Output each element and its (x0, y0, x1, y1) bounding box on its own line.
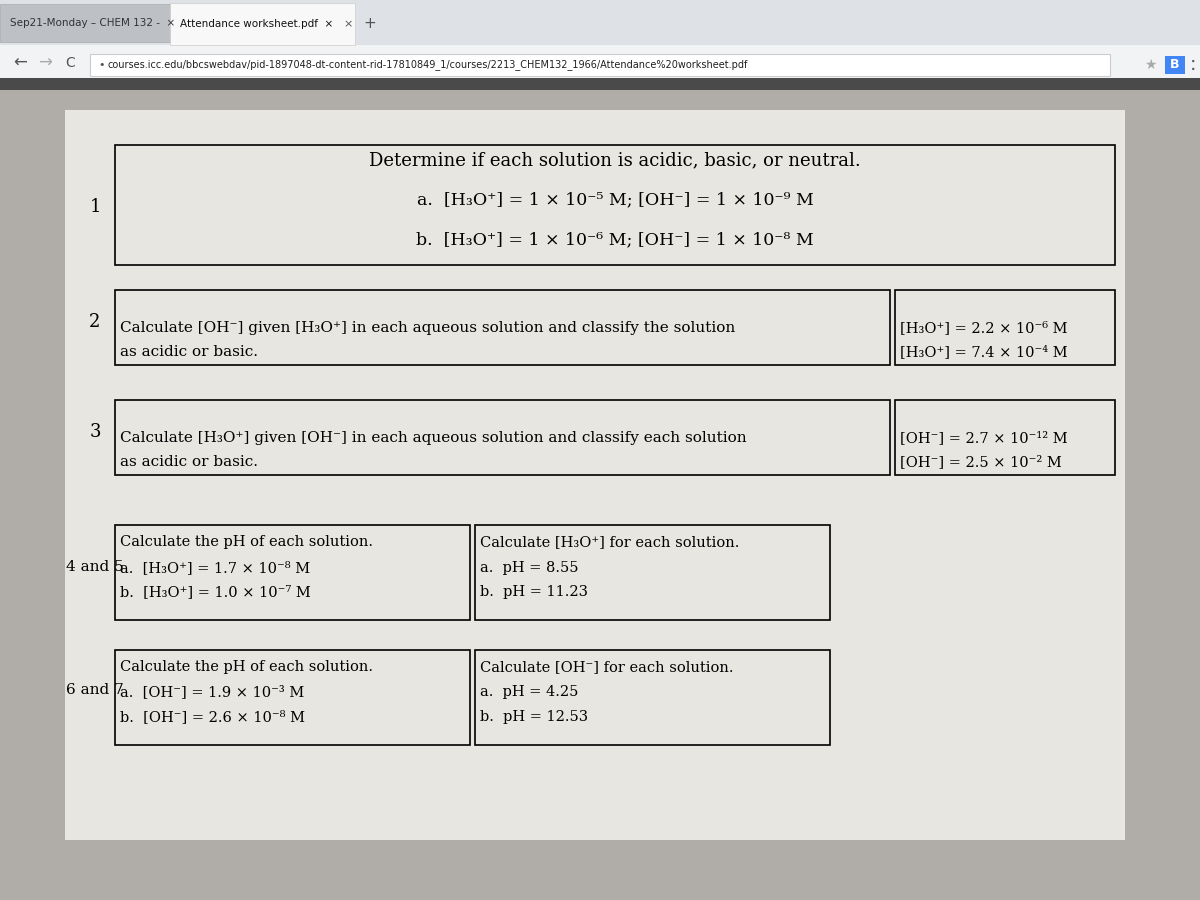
Text: Calculate [H₃O⁺] for each solution.: Calculate [H₃O⁺] for each solution. (480, 535, 739, 549)
Text: 6 and 7: 6 and 7 (66, 683, 124, 697)
Text: 1: 1 (89, 198, 101, 216)
Text: b.  pH = 11.23: b. pH = 11.23 (480, 585, 588, 599)
Bar (0, 4, 170, 42)
Text: 4 and 5: 4 and 5 (66, 560, 124, 574)
Text: as acidic or basic.: as acidic or basic. (120, 455, 258, 469)
Bar (0, 0, 1200, 45)
Text: →: → (38, 54, 52, 72)
Bar (115, 400, 890, 475)
Text: a.  [H₃O⁺] = 1 × 10⁻⁵ M; [OH⁻] = 1 × 10⁻⁹ M: a. [H₃O⁺] = 1 × 10⁻⁵ M; [OH⁻] = 1 × 10⁻⁹… (416, 192, 814, 209)
Text: ×: × (343, 19, 353, 29)
Bar (115, 650, 470, 745)
Text: b.  [H₃O⁺] = 1 × 10⁻⁶ M; [OH⁻] = 1 × 10⁻⁸ M: b. [H₃O⁺] = 1 × 10⁻⁶ M; [OH⁻] = 1 × 10⁻⁸… (416, 231, 814, 248)
Text: B: B (1170, 58, 1180, 71)
Bar (895, 400, 1115, 475)
Text: [OH⁻] = 2.5 × 10⁻² M: [OH⁻] = 2.5 × 10⁻² M (900, 455, 1062, 469)
Text: Calculate the pH of each solution.: Calculate the pH of each solution. (120, 535, 373, 549)
Text: as acidic or basic.: as acidic or basic. (120, 345, 258, 359)
Bar (115, 145, 1115, 265)
Bar (65, 110, 1126, 840)
Text: ★: ★ (1144, 58, 1157, 72)
Text: ←: ← (13, 54, 26, 72)
Text: 3: 3 (89, 423, 101, 441)
Bar (475, 525, 830, 620)
Text: •: • (98, 60, 104, 70)
Bar (0, 0, 1200, 50)
Bar (475, 650, 830, 745)
Text: Determine if each solution is acidic, basic, or neutral.: Determine if each solution is acidic, ba… (370, 151, 860, 169)
Text: Calculate the pH of each solution.: Calculate the pH of each solution. (120, 660, 373, 674)
Text: b.  [H₃O⁺] = 1.0 × 10⁻⁷ M: b. [H₃O⁺] = 1.0 × 10⁻⁷ M (120, 585, 311, 599)
Text: courses.icc.edu/bbcswebdav/pid-1897048-dt-content-rid-17810849_1/courses/2213_CH: courses.icc.edu/bbcswebdav/pid-1897048-d… (108, 59, 749, 70)
Bar (0, 45, 1200, 80)
Text: a.  [H₃O⁺] = 1.7 × 10⁻⁸ M: a. [H₃O⁺] = 1.7 × 10⁻⁸ M (120, 561, 310, 575)
Text: [H₃O⁺] = 2.2 × 10⁻⁶ M: [H₃O⁺] = 2.2 × 10⁻⁶ M (900, 321, 1068, 335)
Text: Calculate [H₃O⁺] given [OH⁻] in each aqueous solution and classify each solution: Calculate [H₃O⁺] given [OH⁻] in each aqu… (120, 431, 746, 445)
Text: C: C (65, 56, 74, 70)
Text: +: + (364, 16, 377, 32)
Text: 2: 2 (89, 313, 101, 331)
Bar (0, 78, 1200, 90)
Text: a.  pH = 8.55: a. pH = 8.55 (480, 561, 578, 575)
Text: Calculate [OH⁻] for each solution.: Calculate [OH⁻] for each solution. (480, 660, 733, 674)
Bar (1165, 56, 1186, 74)
Text: Calculate [OH⁻] given [H₃O⁺] in each aqueous solution and classify the solution: Calculate [OH⁻] given [H₃O⁺] in each aqu… (120, 321, 736, 335)
Text: Attendance worksheet.pdf  ×: Attendance worksheet.pdf × (180, 19, 334, 29)
Text: a.  pH = 4.25: a. pH = 4.25 (480, 685, 578, 699)
Bar (90, 54, 1110, 76)
Text: Sep21-Monday – CHEM 132 -  ×: Sep21-Monday – CHEM 132 - × (10, 18, 175, 28)
Bar (115, 290, 890, 365)
Text: b.  pH = 12.53: b. pH = 12.53 (480, 710, 588, 724)
Bar (170, 3, 355, 45)
Text: [H₃O⁺] = 7.4 × 10⁻⁴ M: [H₃O⁺] = 7.4 × 10⁻⁴ M (900, 345, 1068, 359)
Text: :: : (1189, 56, 1196, 75)
Text: a.  [OH⁻] = 1.9 × 10⁻³ M: a. [OH⁻] = 1.9 × 10⁻³ M (120, 685, 305, 699)
Text: [OH⁻] = 2.7 × 10⁻¹² M: [OH⁻] = 2.7 × 10⁻¹² M (900, 431, 1068, 445)
Bar (895, 290, 1115, 365)
Bar (115, 525, 470, 620)
Text: b.  [OH⁻] = 2.6 × 10⁻⁸ M: b. [OH⁻] = 2.6 × 10⁻⁸ M (120, 710, 305, 724)
